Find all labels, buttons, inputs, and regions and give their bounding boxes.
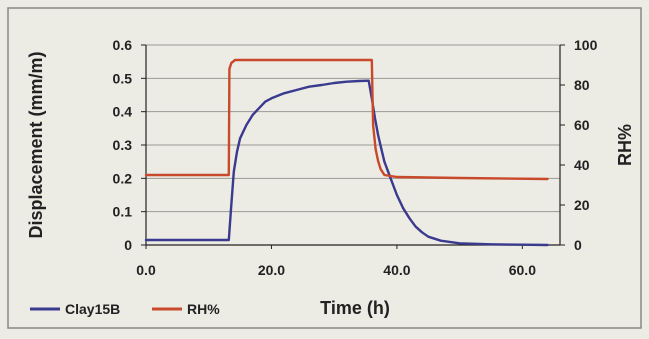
- y2-tick-label: 80: [574, 77, 590, 93]
- x-tick-label: 0.0: [136, 262, 156, 278]
- gridlines: [146, 44, 560, 213]
- legend-label-clay15b: Clay15B: [65, 301, 120, 317]
- y-tick-label: 0: [124, 237, 132, 253]
- y-tick-label: 0.3: [113, 137, 133, 153]
- x-tick-label: 60.0: [509, 262, 536, 278]
- series-line-rh: [144, 58, 549, 181]
- y2-tick-label: 20: [574, 197, 590, 213]
- tick-labels: 0 0.1 0.2 0.3 0.4 0.5 0.6 0 20 40 60 80 100 0.0 20.0 40…: [113, 37, 598, 278]
- series-layer: [144, 58, 549, 247]
- y-axis-title: Displacement (mm/m): [26, 51, 46, 238]
- y-tick-label: 0.4: [113, 104, 133, 120]
- y2-tick-label: 60: [574, 117, 590, 133]
- x-tick-label: 20.0: [258, 262, 285, 278]
- y-tick-label: 0.1: [113, 204, 133, 220]
- legend-label-rh: RH%: [187, 301, 220, 317]
- x-tick-label: 40.0: [383, 262, 410, 278]
- y2-tick-label: 100: [574, 37, 598, 53]
- y2-tick-label: 40: [574, 157, 590, 173]
- y2-axis-title: RH%: [615, 124, 635, 166]
- y-tick-label: 0.2: [113, 170, 133, 186]
- y-tick-label: 0.5: [113, 70, 133, 86]
- series-line-clay15b: [144, 79, 549, 247]
- y2-tick-label: 0: [574, 237, 582, 253]
- x-axis-title: Time (h): [320, 298, 390, 318]
- legend: Clay15B RH%: [30, 301, 220, 317]
- y-tick-label: 0.6: [113, 37, 133, 53]
